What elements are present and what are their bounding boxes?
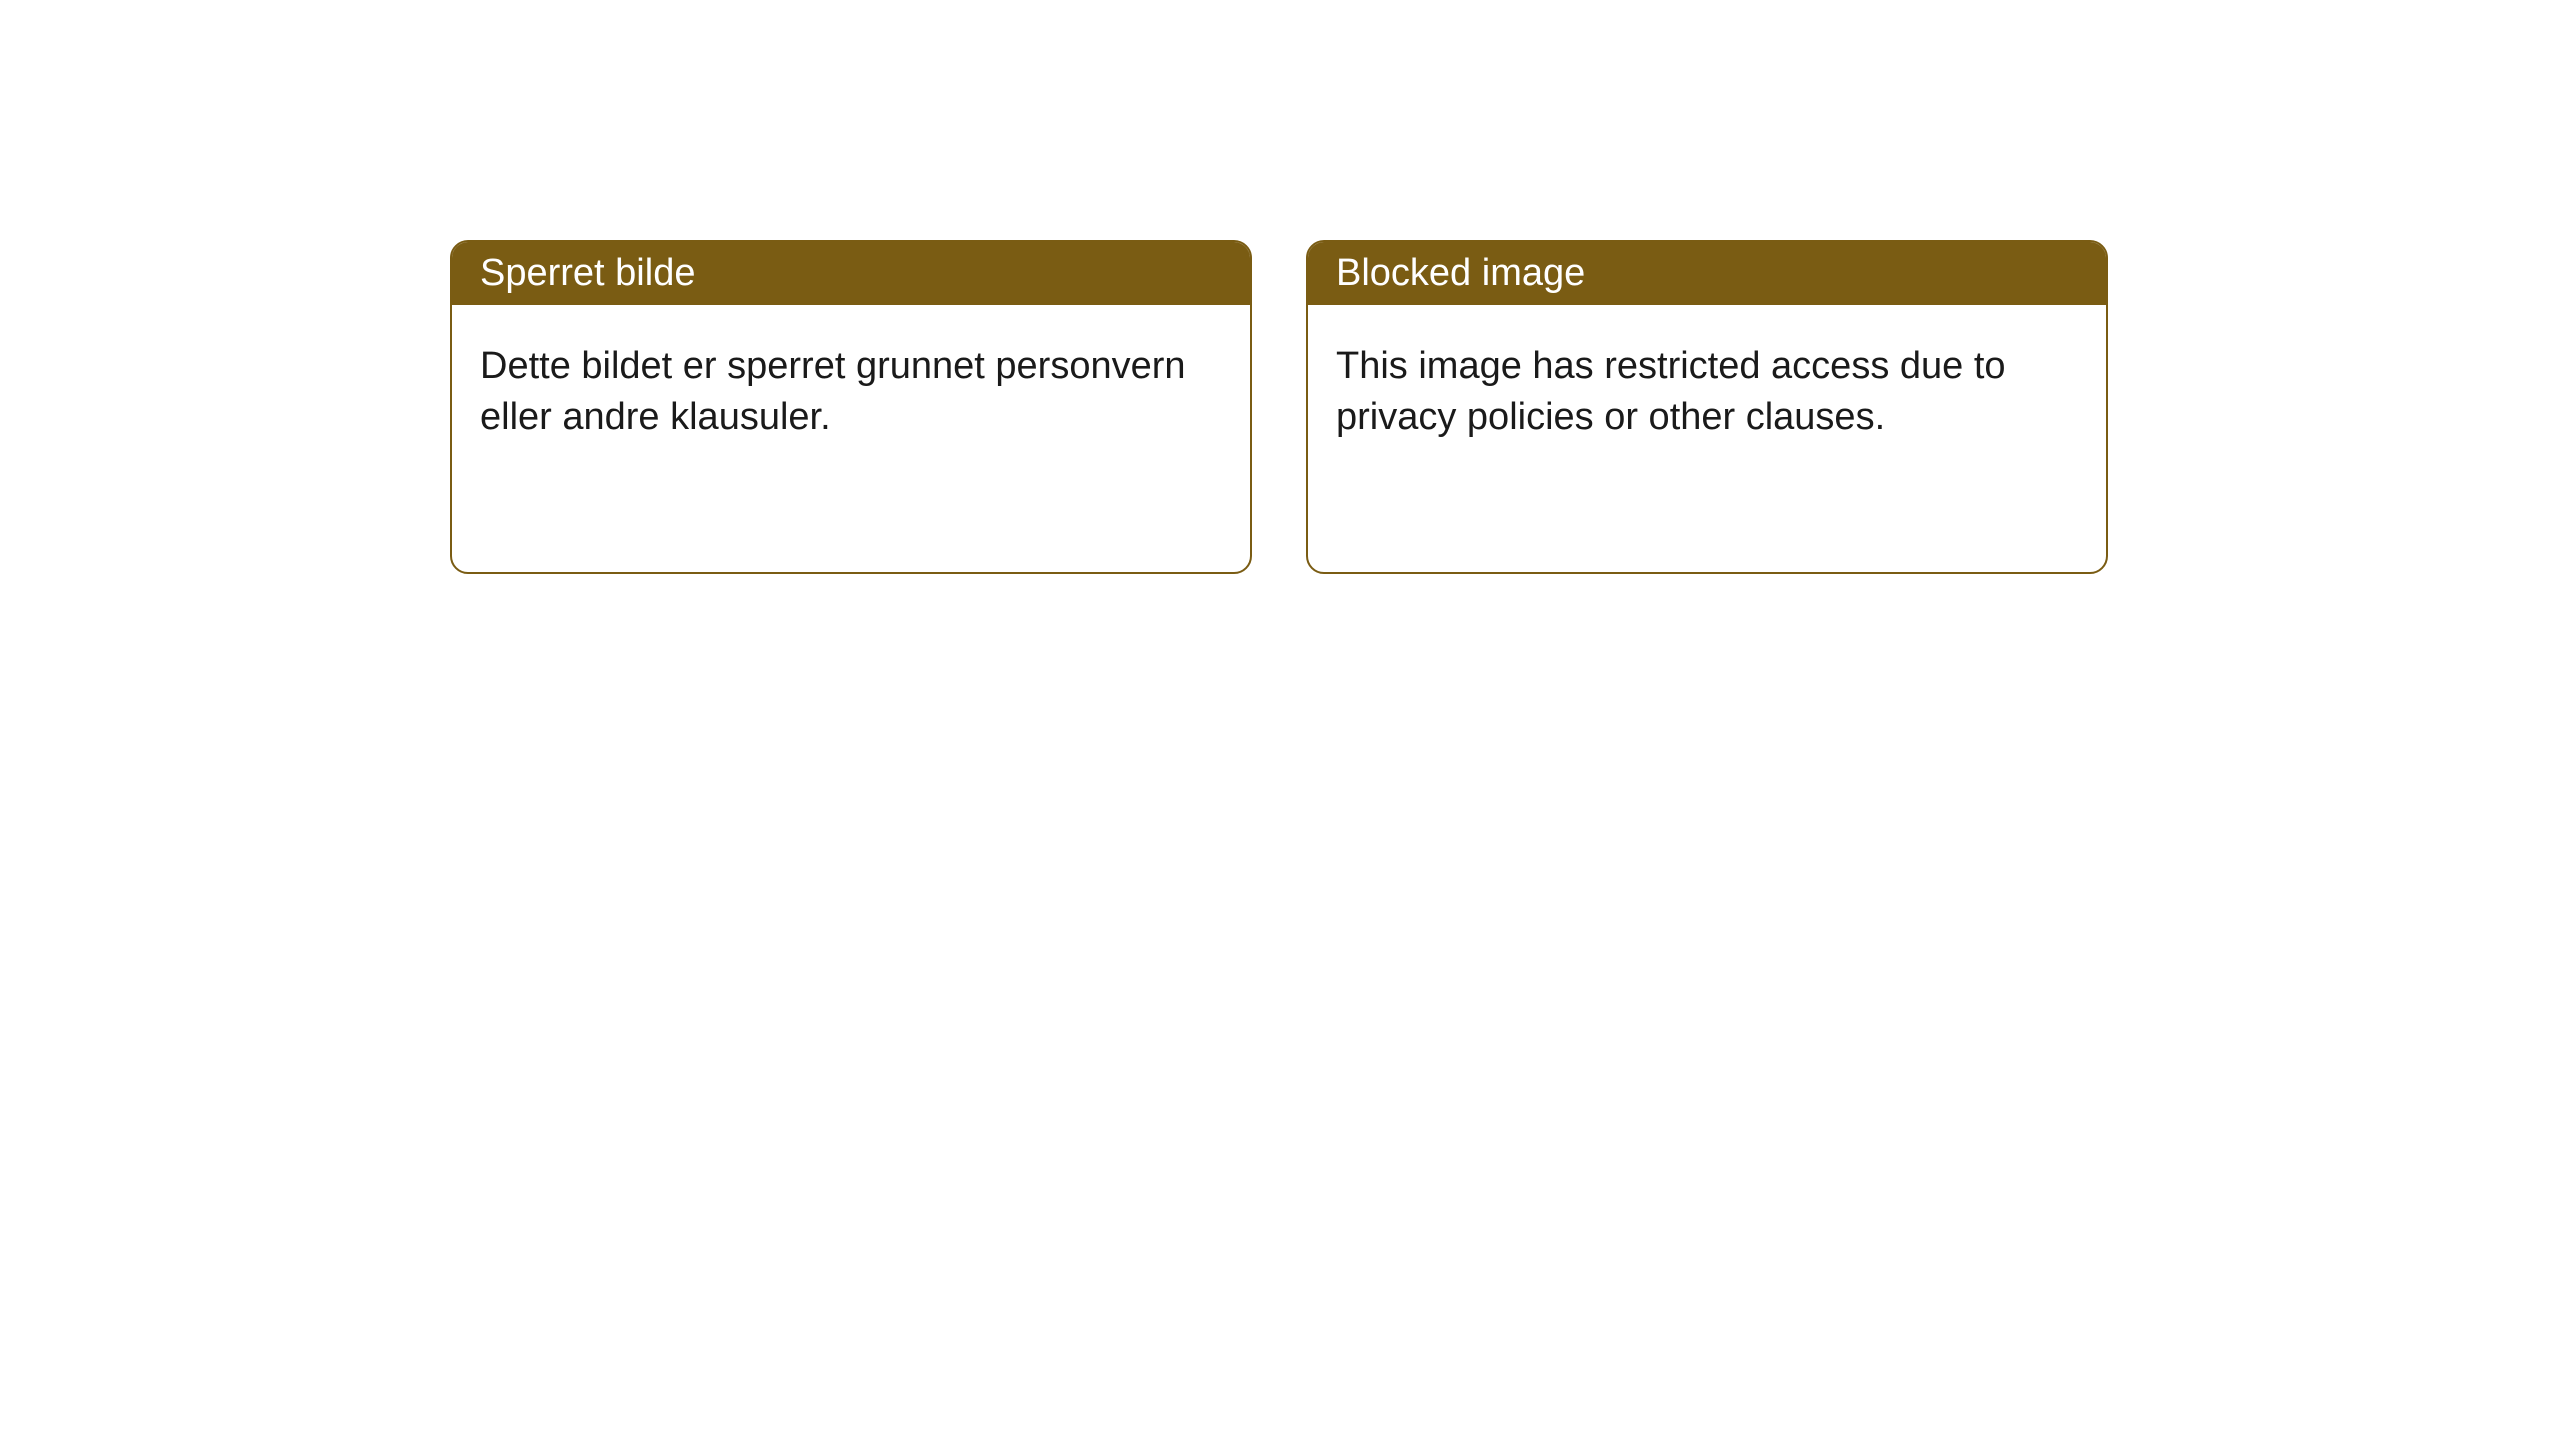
cards-container: Sperret bilde Dette bildet er sperret gr…: [450, 240, 2560, 574]
card-header: Blocked image: [1308, 242, 2106, 305]
card-body: Dette bildet er sperret grunnet personve…: [452, 305, 1250, 480]
card-title: Sperret bilde: [480, 252, 695, 294]
card-header: Sperret bilde: [452, 242, 1250, 305]
card-norwegian: Sperret bilde Dette bildet er sperret gr…: [450, 240, 1252, 574]
card-body: This image has restricted access due to …: [1308, 305, 2106, 480]
card-body-text: This image has restricted access due to …: [1336, 345, 2006, 438]
card-title: Blocked image: [1336, 252, 1585, 294]
card-english: Blocked image This image has restricted …: [1306, 240, 2108, 574]
card-body-text: Dette bildet er sperret grunnet personve…: [480, 345, 1186, 438]
